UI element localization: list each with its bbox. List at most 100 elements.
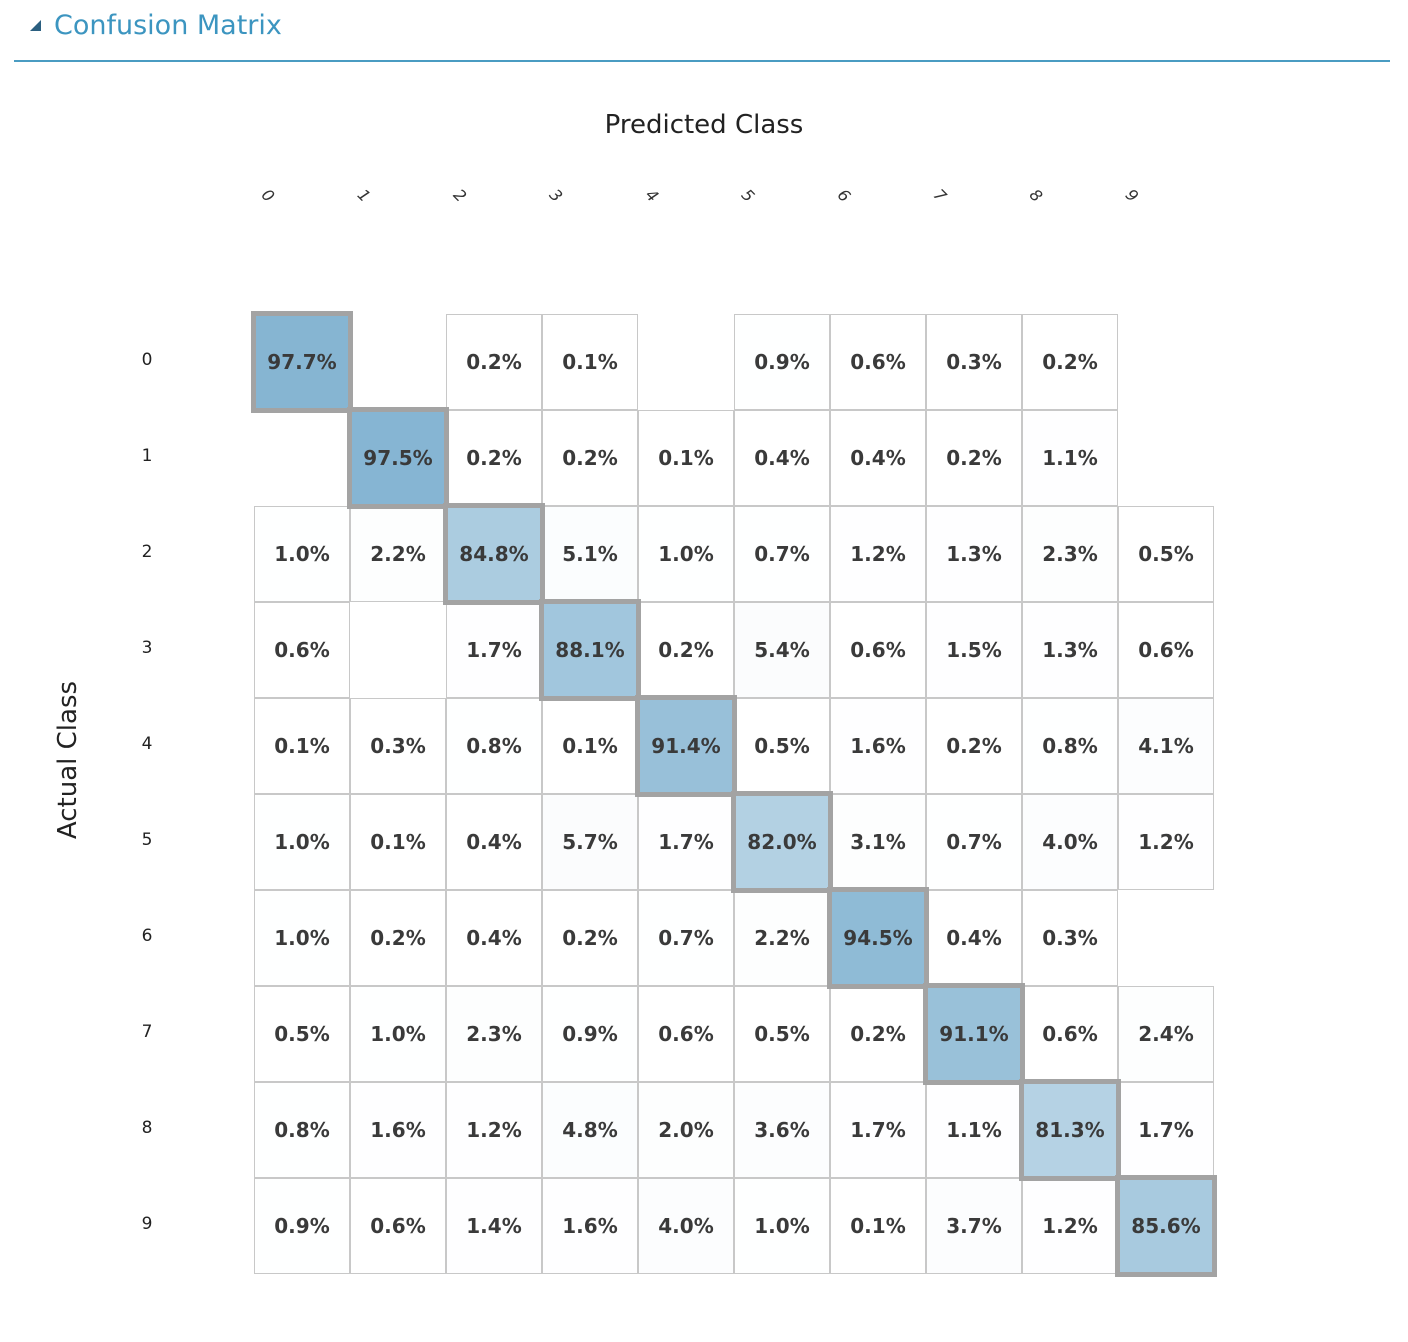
matrix-cell: 0.8% bbox=[1022, 698, 1118, 794]
matrix-cell: 3.6% bbox=[734, 1082, 830, 1178]
matrix-cell: 1.7% bbox=[830, 1082, 926, 1178]
matrix-cell: 0.6% bbox=[254, 602, 350, 698]
matrix-cell: 0.7% bbox=[926, 794, 1022, 890]
matrix-cell: 0.4% bbox=[446, 890, 542, 986]
matrix-cell: 0.3% bbox=[1022, 890, 1118, 986]
matrix-cell: 4.0% bbox=[1022, 794, 1118, 890]
matrix-cell bbox=[638, 314, 734, 410]
x-tick-label: 7 bbox=[929, 185, 951, 206]
x-tick-label: 4 bbox=[641, 185, 663, 206]
matrix-cell: 0.6% bbox=[830, 314, 926, 410]
matrix-cell: 0.2% bbox=[926, 698, 1022, 794]
matrix-cell: 0.2% bbox=[926, 410, 1022, 506]
matrix-cell: 0.6% bbox=[350, 1178, 446, 1274]
matrix-cell: 0.9% bbox=[542, 986, 638, 1082]
matrix-cell: 2.2% bbox=[734, 890, 830, 986]
y-tick-label: 5 bbox=[141, 830, 153, 850]
y-tick-label: 1 bbox=[141, 446, 153, 466]
x-tick-label: 9 bbox=[1121, 185, 1143, 206]
matrix-cell: 85.6% bbox=[1115, 1175, 1217, 1277]
matrix-cell: 0.1% bbox=[254, 698, 350, 794]
matrix-cell: 0.4% bbox=[926, 890, 1022, 986]
matrix-cell bbox=[1118, 890, 1214, 986]
matrix-cell: 0.1% bbox=[830, 1178, 926, 1274]
matrix-cell: 0.2% bbox=[350, 890, 446, 986]
matrix-cell: 0.5% bbox=[1118, 506, 1214, 602]
matrix-cell: 0.2% bbox=[638, 602, 734, 698]
matrix-cell: 3.1% bbox=[830, 794, 926, 890]
x-tick-label: 1 bbox=[353, 185, 375, 206]
matrix-cell: 1.4% bbox=[446, 1178, 542, 1274]
matrix-cell: 0.2% bbox=[542, 890, 638, 986]
matrix-cell: 1.7% bbox=[638, 794, 734, 890]
x-tick-label: 3 bbox=[545, 185, 567, 206]
matrix-cell: 2.4% bbox=[1118, 986, 1214, 1082]
matrix-cell: 1.7% bbox=[1118, 1082, 1214, 1178]
matrix-cell: 97.5% bbox=[347, 407, 449, 509]
matrix-cell bbox=[1118, 314, 1214, 410]
matrix-cell: 84.8% bbox=[443, 503, 545, 605]
matrix-cell: 0.4% bbox=[734, 410, 830, 506]
matrix-cell: 2.3% bbox=[446, 986, 542, 1082]
matrix-cell: 0.4% bbox=[446, 794, 542, 890]
matrix-cell: 0.6% bbox=[638, 986, 734, 1082]
matrix-cell bbox=[350, 602, 446, 698]
matrix-cell: 0.8% bbox=[446, 698, 542, 794]
matrix-cell: 1.6% bbox=[830, 698, 926, 794]
matrix-cell: 0.5% bbox=[734, 698, 830, 794]
matrix-cell: 0.1% bbox=[542, 698, 638, 794]
matrix-cell: 2.3% bbox=[1022, 506, 1118, 602]
matrix-cell: 5.4% bbox=[734, 602, 830, 698]
matrix-cell: 0.7% bbox=[638, 890, 734, 986]
x-tick-label: 0 bbox=[257, 185, 279, 206]
matrix-cell: 4.1% bbox=[1118, 698, 1214, 794]
collapse-triangle-icon[interactable] bbox=[30, 20, 41, 31]
matrix-cell: 1.0% bbox=[734, 1178, 830, 1274]
matrix-cell: 0.2% bbox=[446, 314, 542, 410]
matrix-cell: 0.3% bbox=[350, 698, 446, 794]
matrix-cell: 2.0% bbox=[638, 1082, 734, 1178]
matrix-cell: 0.9% bbox=[734, 314, 830, 410]
matrix-cell: 1.1% bbox=[926, 1082, 1022, 1178]
matrix-cell: 0.8% bbox=[254, 1082, 350, 1178]
matrix-cell: 0.5% bbox=[734, 986, 830, 1082]
matrix-cell: 4.0% bbox=[638, 1178, 734, 1274]
matrix-cell: 1.1% bbox=[1022, 410, 1118, 506]
matrix-cell: 94.5% bbox=[827, 887, 929, 989]
matrix-cell: 0.4% bbox=[830, 410, 926, 506]
matrix-cell: 1.7% bbox=[446, 602, 542, 698]
matrix-cell: 0.5% bbox=[254, 986, 350, 1082]
matrix-cell: 1.3% bbox=[1022, 602, 1118, 698]
y-tick-label: 3 bbox=[141, 638, 153, 658]
matrix-cell: 91.1% bbox=[923, 983, 1025, 1085]
matrix-cell: 88.1% bbox=[539, 599, 641, 701]
matrix-cell: 1.2% bbox=[446, 1082, 542, 1178]
matrix-cell: 0.6% bbox=[1118, 602, 1214, 698]
matrix-cell: 81.3% bbox=[1019, 1079, 1121, 1181]
matrix-cell: 97.7% bbox=[251, 311, 353, 413]
matrix-cell bbox=[350, 314, 446, 410]
y-tick-label: 7 bbox=[141, 1022, 153, 1042]
x-tick-label: 6 bbox=[833, 185, 855, 206]
matrix-cell: 0.3% bbox=[926, 314, 1022, 410]
matrix-cell: 2.2% bbox=[350, 506, 446, 602]
matrix-cell: 0.1% bbox=[350, 794, 446, 890]
matrix-cell: 1.0% bbox=[254, 890, 350, 986]
x-tick-label: 5 bbox=[737, 185, 759, 206]
matrix-cell: 82.0% bbox=[731, 791, 833, 893]
section-title: Confusion Matrix bbox=[54, 10, 282, 41]
y-axis-label: Actual Class bbox=[53, 680, 83, 840]
x-tick-label: 2 bbox=[449, 185, 471, 206]
confusion-matrix-section-header[interactable]: Confusion Matrix bbox=[14, 0, 1390, 62]
matrix-cell: 5.1% bbox=[542, 506, 638, 602]
matrix-cell: 4.8% bbox=[542, 1082, 638, 1178]
y-tick-label: 4 bbox=[141, 734, 153, 754]
x-tick-label: 8 bbox=[1025, 185, 1047, 206]
matrix-cell bbox=[254, 410, 350, 506]
matrix-cell: 0.1% bbox=[542, 314, 638, 410]
matrix-cell: 0.2% bbox=[542, 410, 638, 506]
matrix-cell: 91.4% bbox=[635, 695, 737, 797]
matrix-cell: 0.6% bbox=[830, 602, 926, 698]
matrix-cell: 1.6% bbox=[350, 1082, 446, 1178]
y-tick-label: 2 bbox=[141, 542, 153, 562]
